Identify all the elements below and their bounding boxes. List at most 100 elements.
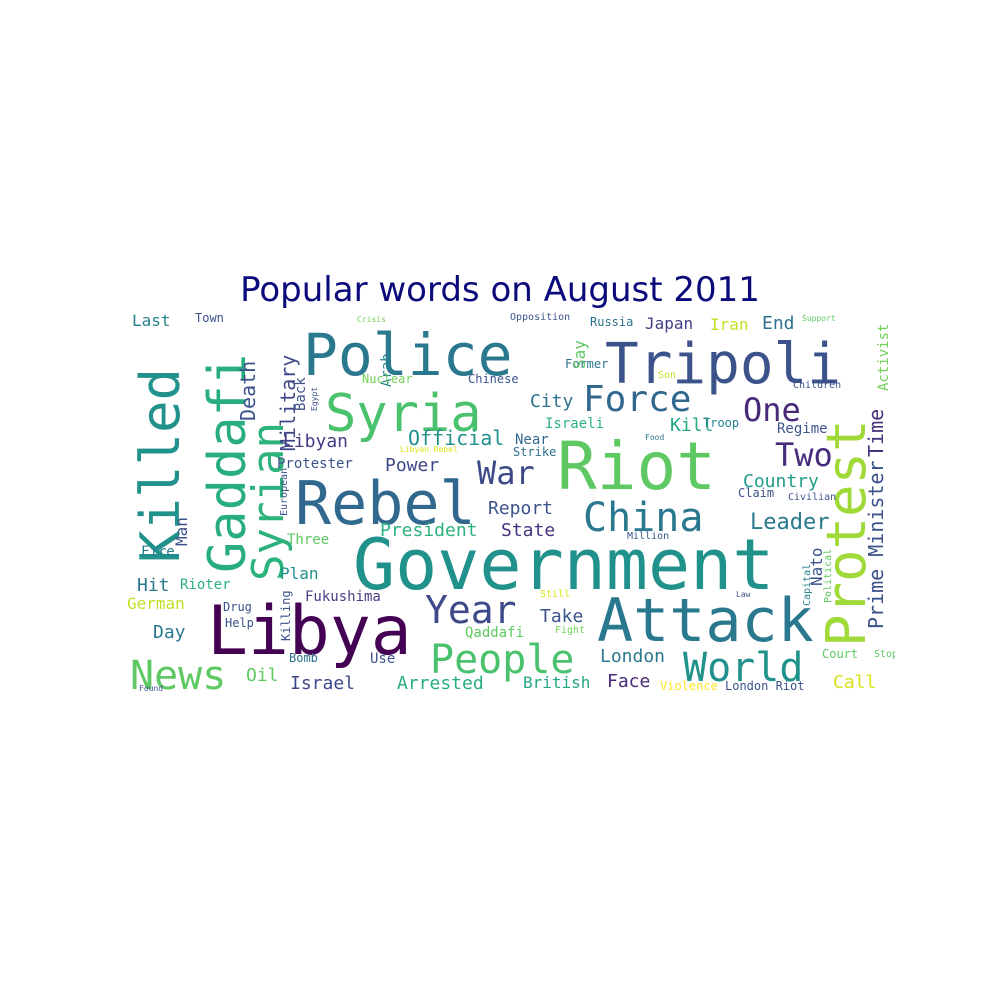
cloud-word-help: Help <box>225 616 254 630</box>
cloud-word-chinese: Chinese <box>468 372 519 386</box>
cloud-word-use: Use <box>370 651 395 667</box>
cloud-word-town: Town <box>195 311 224 325</box>
cloud-word-crisis: Crisis <box>357 315 386 324</box>
cloud-word-protest: Protest <box>815 419 878 647</box>
cloud-word-world: World <box>683 645 803 691</box>
cloud-word-call: Call <box>833 672 876 693</box>
cloud-word-man: Man <box>172 517 191 546</box>
cloud-word-drug: Drug <box>223 600 252 614</box>
cloud-word-qaddafi: Qaddafi <box>465 625 524 641</box>
cloud-word-news: News <box>130 653 226 696</box>
cloud-word-plan: Plan <box>280 564 319 583</box>
cloud-word-nuclear: Nuclear <box>362 372 413 386</box>
cloud-word-prime-minister: Prime Minister <box>864 460 888 629</box>
cloud-word-arrested: Arrested <box>397 673 484 694</box>
cloud-word-military: Military <box>276 355 300 451</box>
word-cloud: Government Libya Attack Riot Police Tripoli Ki… <box>125 311 895 696</box>
cloud-word-government: Government <box>353 524 774 606</box>
cloud-word-bomb: Bomb <box>289 651 318 665</box>
cloud-word-state: State <box>501 520 555 541</box>
cloud-word-police: Police <box>303 321 513 389</box>
cloud-word-killed: Killed <box>129 368 192 563</box>
cloud-word-city: City <box>530 391 574 412</box>
cloud-word-killing: Killing <box>279 590 293 641</box>
cloud-word-violence: Violence <box>660 679 718 693</box>
cloud-word-syrian: Syrian <box>243 422 294 581</box>
cloud-word-civilian: Civilian <box>788 492 836 503</box>
cloud-word-troop: Troop <box>703 416 739 430</box>
cloud-word-two: Two <box>775 436 833 474</box>
cloud-word-activist: Activist <box>876 324 892 391</box>
cloud-word-time: Time <box>864 409 888 457</box>
cloud-word-claim: Claim <box>738 486 774 500</box>
cloud-word-official: Official <box>408 426 504 450</box>
cloud-word-found: Found <box>139 684 163 693</box>
cloud-word-opposition: Opposition <box>510 312 570 323</box>
chart-title: Popular words on August 2011 <box>240 270 760 310</box>
cloud-word-rebel: Rebel <box>295 469 476 539</box>
cloud-word-attack: Attack <box>597 586 814 656</box>
cloud-word-russia: Russia <box>590 315 633 329</box>
cloud-word-force: Force <box>583 379 691 420</box>
cloud-word-british: British <box>523 673 590 692</box>
cloud-word-former: Former <box>565 357 608 371</box>
cloud-word-take: Take <box>540 606 583 627</box>
cloud-word-president: President <box>380 520 478 541</box>
cloud-word-say: Say <box>570 340 589 369</box>
cloud-word-china: China <box>583 495 703 541</box>
cloud-word-rioter: Rioter <box>180 577 231 593</box>
cloud-word-death: Death <box>236 361 260 421</box>
cloud-word-israeli: Israeli <box>545 416 604 432</box>
cloud-word-european: European <box>279 468 290 516</box>
cloud-word-last: Last <box>132 311 171 330</box>
cloud-word-fukushima: Fukushima <box>305 589 381 605</box>
cloud-word-end: End <box>762 313 795 334</box>
cloud-word-japan: Japan <box>645 314 693 333</box>
cloud-word-three: Three <box>287 532 329 548</box>
cloud-word-regime: Regime <box>777 421 828 437</box>
cloud-word-syria: Syria <box>325 384 482 444</box>
cloud-word-political: Political <box>823 549 834 603</box>
cloud-word-people: People <box>430 637 575 683</box>
cloud-word-law: Law <box>736 590 751 599</box>
cloud-word-million: Million <box>627 531 669 542</box>
cloud-word-court: Court <box>822 647 858 661</box>
cloud-word-country: Country <box>743 471 819 492</box>
cloud-word-one: One <box>743 391 801 429</box>
cloud-word-libyan-rebel: Libyan Rebel <box>400 445 458 454</box>
cloud-word-power: Power <box>385 455 439 476</box>
cloud-word-report: Report <box>488 498 553 519</box>
cloud-word-tripoli: Tripoli <box>605 332 841 397</box>
cloud-word-day: Day <box>153 622 186 643</box>
cloud-word-year: Year <box>425 588 517 632</box>
cloud-word-riot: Riot <box>557 428 716 505</box>
cloud-word-london: London <box>600 646 665 667</box>
cloud-word-oil: Oil <box>246 665 279 686</box>
cloud-word-london-riot: London Riot <box>725 679 804 693</box>
cloud-word-support: Support <box>802 314 836 323</box>
cloud-word-arab: Arab <box>379 353 395 387</box>
cloud-word-children: Children <box>793 380 841 391</box>
cloud-word-still: Still <box>540 589 570 600</box>
cloud-word-food: Food <box>645 433 664 442</box>
cloud-word-fight: Fight <box>555 625 585 636</box>
cloud-word-capital: Capital <box>802 564 813 606</box>
cloud-word-german: German <box>127 594 185 613</box>
cloud-word-hit: Hit <box>137 575 170 596</box>
cloud-word-back: Back <box>293 377 309 411</box>
cloud-word-israel: Israel <box>290 673 355 694</box>
cloud-word-egypt: Egypt <box>310 387 319 411</box>
cloud-word-libyan: Libyan <box>283 431 348 452</box>
cloud-word-kill: Kill <box>670 415 713 436</box>
cloud-word-face: Face <box>607 671 650 692</box>
cloud-word-strike: Strike <box>513 445 556 459</box>
cloud-word-gaddafi: Gaddafi <box>198 354 258 573</box>
cloud-word-iran: Iran <box>710 315 749 334</box>
cloud-word-son: Son <box>658 370 676 381</box>
cloud-word-stop: Stop <box>874 649 895 660</box>
cloud-word-fire: Fire <box>141 544 175 560</box>
cloud-word-war: War <box>477 454 535 492</box>
cloud-word-protester: Protester <box>277 456 353 472</box>
cloud-word-near: Near <box>515 432 549 448</box>
